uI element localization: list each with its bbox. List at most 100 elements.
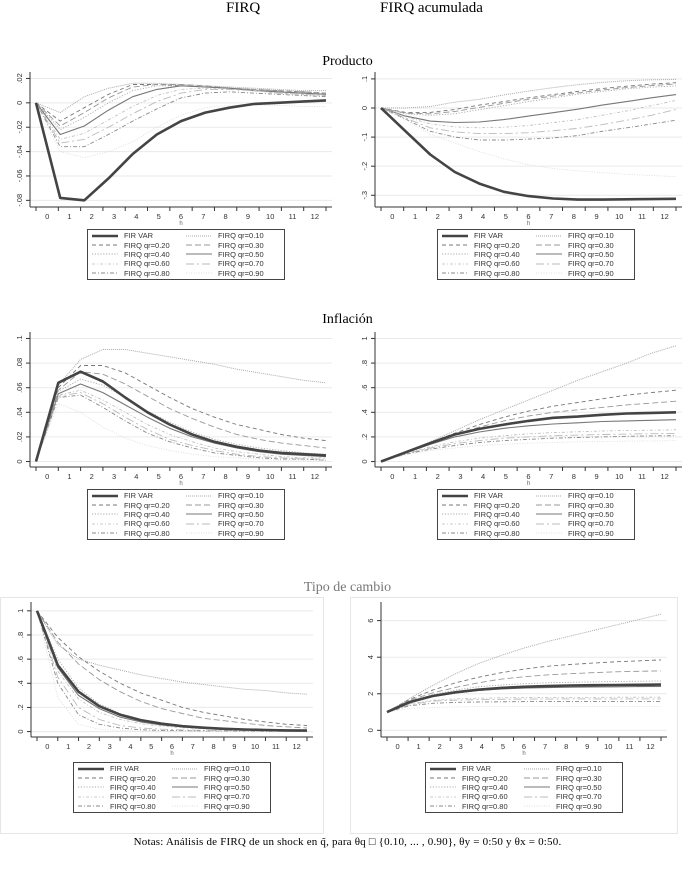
column-title-firq: FIRQ bbox=[226, 0, 261, 16]
legend-item: FIRQ qr=0.60 bbox=[430, 792, 524, 801]
x-tick-label: 11 bbox=[625, 742, 633, 751]
legend-label: FIRQ qr=0.10 bbox=[218, 231, 264, 241]
legend-row: FIRQ qr=0.60 FIRQ qr=0.70 bbox=[430, 792, 618, 801]
chart-producto-acum: -.3 -.2 -.1 0.1 0 1 2 3 4 5 6 7 8 9 10 11 12 h bbox=[345, 68, 690, 226]
x-tick-label: 5 bbox=[149, 742, 153, 751]
x-tick-label: 5 bbox=[504, 212, 508, 221]
legend-swatch bbox=[442, 504, 468, 506]
legend-swatch bbox=[442, 532, 468, 534]
x-tick-label: 1 bbox=[67, 212, 71, 221]
y-tick-label: .8 bbox=[16, 632, 25, 638]
x-tick-label: 11 bbox=[289, 212, 297, 221]
x-tick-label: 11 bbox=[272, 742, 280, 751]
legend-label: FIRQ qr=0.90 bbox=[568, 268, 614, 278]
x-tick-label: 2 bbox=[90, 212, 94, 221]
x-tick-label: 0 bbox=[45, 212, 49, 221]
x-tick-label: 6 bbox=[526, 212, 530, 221]
legend-label: FIRQ qr=0.20 bbox=[110, 773, 156, 783]
y-tick-label: 0 bbox=[15, 459, 24, 463]
legend-swatch bbox=[186, 495, 212, 497]
legend-row: FIRQ qr=0.40 FIRQ qr=0.50 bbox=[92, 250, 280, 259]
legend-item: FIRQ qr=0.40 bbox=[430, 783, 524, 792]
legend-swatch bbox=[186, 532, 212, 534]
legend-label: FIRQ qr=0.50 bbox=[218, 509, 264, 519]
legend-row: FIR VAR FIRQ qr=0.10 bbox=[78, 764, 266, 773]
x-tick-label: 4 bbox=[134, 472, 138, 481]
legend-label: FIRQ qr=0.30 bbox=[568, 500, 614, 510]
legend-item: FIRQ qr=0.20 bbox=[92, 241, 186, 250]
legend-item: FIR VAR bbox=[92, 491, 186, 500]
legend-row: FIRQ qr=0.40 FIRQ qr=0.50 bbox=[442, 250, 630, 259]
x-tick-label: 10 bbox=[266, 212, 274, 221]
x-tick-label: 8 bbox=[224, 472, 228, 481]
x-tick-label: 6 bbox=[179, 472, 183, 481]
x-tick-label: 8 bbox=[572, 472, 576, 481]
legend-swatch bbox=[536, 513, 562, 516]
series-line-firq-qr-0-10 bbox=[35, 349, 327, 462]
series-line-firq-qr-0-50 bbox=[35, 383, 327, 462]
legend-swatch bbox=[524, 805, 550, 807]
legend-item: FIRQ qr=0.70 bbox=[186, 259, 280, 268]
legend-swatch bbox=[92, 234, 118, 237]
series-line-firq-qr-0-20 bbox=[36, 610, 308, 726]
x-tick-label: 5 bbox=[501, 742, 505, 751]
legend-label: FIRQ qr=0.30 bbox=[556, 773, 602, 783]
legend-label: FIRQ qr=0.30 bbox=[568, 240, 614, 250]
x-tick-label: 3 bbox=[112, 212, 116, 221]
x-tick-label: 4 bbox=[481, 212, 485, 221]
legend-swatch bbox=[186, 523, 212, 525]
legend-item: FIRQ qr=0.80 bbox=[430, 802, 524, 811]
x-tick-label: 7 bbox=[191, 742, 195, 751]
x-tick-label: 1 bbox=[417, 742, 421, 751]
legend-label: FIR VAR bbox=[474, 231, 504, 241]
x-tick-label: 2 bbox=[436, 212, 440, 221]
legend-row: FIRQ qr=0.60 FIRQ qr=0.70 bbox=[78, 792, 266, 801]
y-tick-label: .1 bbox=[360, 76, 369, 82]
legend-swatch bbox=[78, 796, 104, 798]
y-tick-label: 1 bbox=[360, 336, 369, 340]
series-line-firq-qr-0-60 bbox=[380, 429, 677, 462]
x-tick-label: 1 bbox=[67, 472, 71, 481]
x-tick-label: 4 bbox=[134, 212, 138, 221]
series-line-firq-qr-0-70 bbox=[386, 698, 661, 713]
legend-row: FIRQ qr=0.20 FIRQ qr=0.30 bbox=[92, 500, 280, 510]
legend-swatch bbox=[524, 777, 550, 779]
legend: FIR VAR FIRQ qr=0.10 FIRQ qr=0.20 FIRQ qr=0… bbox=[437, 229, 635, 280]
x-tick-label: 6 bbox=[170, 742, 174, 751]
legend-item: FIR VAR bbox=[92, 231, 186, 240]
legend-label: FIRQ qr=0.60 bbox=[462, 792, 508, 802]
legend-swatch bbox=[92, 272, 118, 274]
legend-swatch bbox=[186, 244, 212, 246]
x-tick-label: 5 bbox=[157, 472, 161, 481]
y-tick-label: .6 bbox=[360, 385, 369, 391]
x-tick-label: 8 bbox=[572, 212, 576, 221]
legend-label: FIRQ qr=0.10 bbox=[568, 231, 614, 241]
legend-swatch bbox=[536, 523, 562, 525]
section-title-producto: Producto bbox=[322, 54, 373, 69]
legend-swatch bbox=[172, 805, 198, 807]
legend-swatch bbox=[536, 244, 562, 246]
legend-item: FIRQ qr=0.90 bbox=[172, 802, 266, 811]
y-tick-label: -.2 bbox=[360, 162, 369, 171]
legend-row: FIRQ qr=0.60 FIRQ qr=0.70 bbox=[442, 519, 630, 528]
legend-swatch bbox=[172, 768, 198, 770]
y-tick-label: .4 bbox=[360, 409, 369, 415]
legend-item: FIRQ qr=0.10 bbox=[186, 491, 280, 500]
legend-label: FIRQ qr=0.40 bbox=[124, 509, 170, 519]
x-tick-label: 12 bbox=[292, 742, 300, 751]
series-line-firq-qr-0-60 bbox=[36, 610, 308, 732]
legend: FIR VAR FIRQ qr=0.10 FIRQ qr=0.20 FIRQ qr=0… bbox=[87, 489, 285, 540]
x-axis-label: h bbox=[170, 751, 173, 756]
legend-row: FIRQ qr=0.80 FIRQ qr=0.90 bbox=[78, 802, 266, 811]
series-line-firq-qr-0-20 bbox=[35, 365, 327, 462]
series-line-firq-qr-0-90 bbox=[35, 102, 326, 159]
series-line-fir-var bbox=[380, 411, 677, 463]
legend-row: FIRQ qr=0.80 FIRQ qr=0.90 bbox=[430, 802, 618, 811]
legend-item: FIRQ qr=0.20 bbox=[78, 774, 172, 783]
legend-item: FIRQ qr=0.90 bbox=[536, 269, 630, 278]
legend-swatch bbox=[430, 787, 456, 788]
legend-item: FIRQ qr=0.40 bbox=[92, 250, 186, 259]
legend-swatch bbox=[92, 263, 118, 265]
legend-label: FIRQ qr=0.60 bbox=[474, 519, 520, 529]
legend-item: FIRQ qr=0.70 bbox=[186, 519, 280, 528]
